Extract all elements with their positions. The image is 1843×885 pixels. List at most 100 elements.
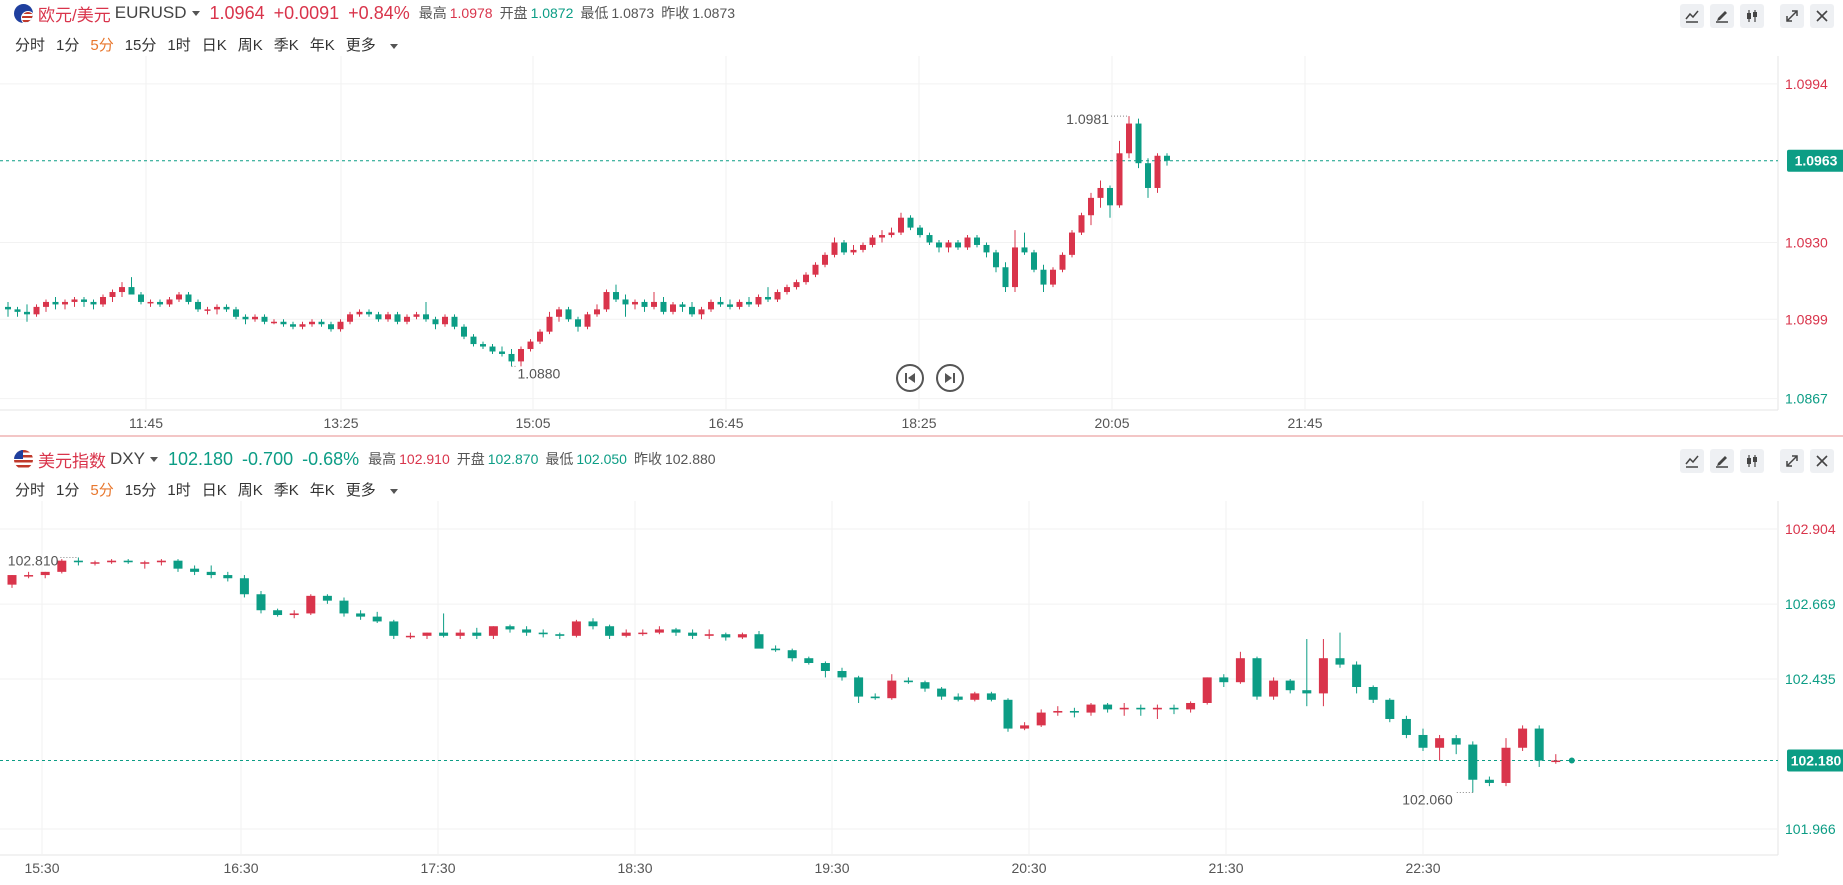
candle[interactable] [1401,715,1411,739]
candle[interactable] [953,693,963,702]
candle[interactable] [1053,706,1063,716]
candle[interactable] [499,346,505,357]
candle[interactable] [1202,677,1212,705]
candle[interactable] [147,299,154,307]
candle[interactable] [803,272,809,285]
candle[interactable] [755,294,762,307]
candle[interactable] [518,346,524,367]
tab-period-week[interactable]: 周K [237,37,263,54]
candle[interactable] [204,306,211,315]
candle[interactable] [337,319,344,332]
candle[interactable] [5,301,11,317]
candle[interactable] [100,294,106,307]
more-periods-button[interactable]: 更多 [346,479,409,500]
candle[interactable] [1002,262,1009,293]
candle[interactable] [271,319,277,325]
candle[interactable] [356,610,366,620]
candle[interactable] [854,675,864,703]
candle[interactable] [622,294,629,317]
candle[interactable] [1451,734,1461,755]
candle[interactable] [556,306,562,322]
candle[interactable] [73,557,83,566]
candle[interactable] [195,299,201,312]
candle[interactable] [356,309,363,317]
candle[interactable] [405,632,415,640]
candle[interactable] [176,292,182,302]
symbol-dropdown-icon[interactable] [191,10,200,16]
candle[interactable] [1152,704,1162,719]
candle[interactable] [1385,698,1395,723]
tab-period-1m[interactable]: 1分 [56,482,80,499]
candle[interactable] [571,619,581,638]
tab-period-15m[interactable]: 15分 [124,37,157,54]
candle[interactable] [1335,632,1345,668]
candle[interactable] [983,242,990,258]
candle[interactable] [394,311,401,325]
candle[interactable] [688,629,698,640]
candle[interactable] [81,296,87,307]
candle[interactable] [290,321,296,330]
candle[interactable] [404,314,410,325]
instrument-name[interactable]: 欧元/美元 [38,5,111,25]
line-tool-button[interactable] [1680,4,1704,28]
candle[interactable] [242,314,249,325]
tab-period-year[interactable]: 年K [309,37,335,54]
candle[interactable] [887,674,897,700]
candle[interactable] [7,575,17,588]
candle[interactable] [157,299,163,307]
candle[interactable] [109,289,116,302]
candle[interactable] [820,661,830,678]
candle[interactable] [1069,230,1075,258]
candle[interactable] [1352,661,1362,694]
next-button[interactable] [936,364,964,392]
draw-tool-button[interactable] [1710,449,1734,473]
candle[interactable] [964,235,971,250]
candle[interactable] [1145,158,1151,198]
candle[interactable] [422,632,432,640]
candle[interactable] [689,301,695,317]
candle[interactable] [754,631,764,649]
candle[interactable] [937,686,947,700]
candle[interactable] [737,632,747,640]
candle[interactable] [366,309,372,317]
candle[interactable] [256,591,266,614]
tab-period-1h[interactable]: 1时 [167,482,191,499]
candle[interactable] [156,559,166,566]
candle[interactable] [1418,728,1428,751]
candle[interactable] [765,287,771,302]
candle[interactable] [538,629,548,638]
close-button[interactable] [1810,4,1834,28]
instrument-symbol[interactable]: EURUSD [114,3,187,22]
candle[interactable] [1097,180,1104,208]
tab-period-week[interactable]: 周K [237,482,263,499]
candle[interactable] [888,227,895,238]
candle[interactable] [986,691,996,702]
symbol-dropdown-icon[interactable] [149,456,158,462]
candle[interactable] [831,237,838,258]
candle[interactable] [698,306,705,320]
panel-divider[interactable] [0,435,1843,437]
candle[interactable] [480,341,486,350]
candle[interactable] [1164,153,1170,166]
candle[interactable] [793,279,800,290]
candle[interactable] [432,316,439,330]
candle[interactable] [90,299,97,310]
tab-period-1m[interactable]: 1分 [56,37,80,54]
candle[interactable] [1086,702,1096,716]
candle[interactable] [62,299,68,310]
candle[interactable] [322,594,332,604]
candle[interactable] [166,296,173,307]
tab-period-5m[interactable]: 5分 [90,482,114,499]
candle[interactable] [945,240,952,253]
expand-button[interactable] [1780,449,1804,473]
candle[interactable] [505,624,515,633]
candle[interactable] [621,629,631,638]
candle[interactable] [318,319,325,327]
candle[interactable] [306,594,316,616]
candle[interactable] [57,559,67,574]
candle[interactable] [717,296,724,307]
candle[interactable] [670,301,676,315]
candle[interactable] [439,613,449,638]
candle[interactable] [1285,679,1295,694]
candle[interactable] [565,306,572,322]
